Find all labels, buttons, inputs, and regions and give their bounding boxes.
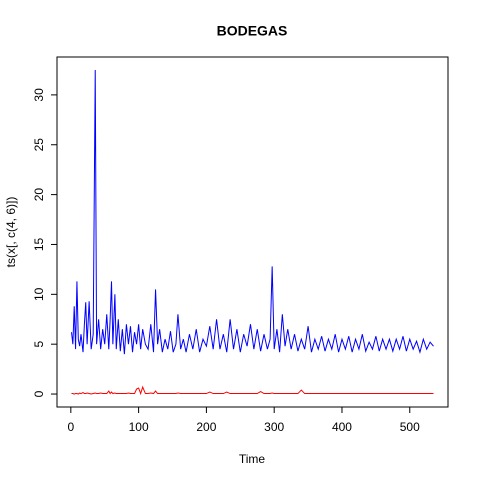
y-tick-label: 15 (32, 237, 46, 251)
series-line (71, 385, 434, 396)
y-tick-label: 0 (32, 390, 46, 397)
x-tick-label: 300 (264, 420, 284, 434)
x-tick-label: 200 (196, 420, 216, 434)
y-axis-label: ts(x[, c(4, 6)]) (4, 197, 18, 268)
x-tick-label: 0 (67, 420, 74, 434)
chart-title: BODEGAS (217, 23, 288, 39)
x-tick-label: 500 (400, 420, 420, 434)
plot-box (56, 56, 449, 408)
y-tick-label: 30 (32, 88, 46, 102)
x-axis-label: Time (239, 452, 266, 466)
y-tick-label: 5 (32, 341, 46, 348)
series-line (71, 69, 434, 355)
x-tick-label: 400 (332, 420, 352, 434)
y-tick-label: 10 (32, 287, 46, 301)
y-tick-label: 20 (32, 188, 46, 202)
x-tick-label: 100 (129, 420, 149, 434)
y-tick-label: 25 (32, 138, 46, 152)
